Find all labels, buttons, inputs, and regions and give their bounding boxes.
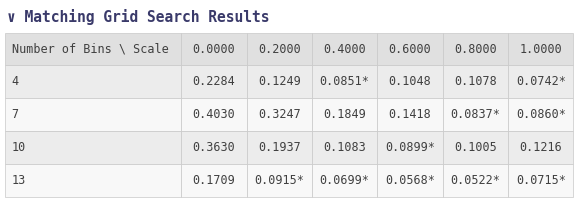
Bar	[443, 32, 508, 65]
Text: 10: 10	[12, 141, 26, 154]
Text: ∨ Matching Grid Search Results: ∨ Matching Grid Search Results	[7, 9, 269, 25]
Text: 0.1083: 0.1083	[323, 141, 366, 154]
Bar	[5, 32, 181, 65]
Bar	[5, 99, 181, 131]
Text: 4: 4	[12, 75, 18, 89]
Bar	[247, 65, 312, 99]
Bar	[508, 131, 573, 164]
Text: 0.0915*: 0.0915*	[254, 174, 304, 187]
Text: 0.1849: 0.1849	[323, 108, 366, 121]
Text: 0.3247: 0.3247	[258, 108, 301, 121]
Text: 0.6000: 0.6000	[388, 43, 431, 56]
Text: 0.1078: 0.1078	[454, 75, 497, 89]
Text: 0.1249: 0.1249	[258, 75, 301, 89]
Text: 0.0899*: 0.0899*	[385, 141, 435, 154]
Bar	[247, 131, 312, 164]
Text: 0.1005: 0.1005	[454, 141, 497, 154]
Text: 0.1937: 0.1937	[258, 141, 301, 154]
Bar	[181, 65, 247, 99]
Bar	[508, 65, 573, 99]
Text: 0.4000: 0.4000	[323, 43, 366, 56]
Bar	[181, 164, 247, 197]
Bar	[508, 99, 573, 131]
Text: 0.0837*: 0.0837*	[450, 108, 501, 121]
Text: 1.0000: 1.0000	[519, 43, 562, 56]
Text: 0.0699*: 0.0699*	[320, 174, 369, 187]
Text: 7: 7	[12, 108, 18, 121]
Bar	[377, 32, 443, 65]
Bar	[377, 164, 443, 197]
Bar	[5, 65, 181, 99]
Bar	[312, 131, 377, 164]
Bar	[247, 99, 312, 131]
Bar	[312, 65, 377, 99]
Bar	[5, 164, 181, 197]
Text: Number of Bins \ Scale: Number of Bins \ Scale	[12, 43, 168, 56]
Text: 0.0715*: 0.0715*	[516, 174, 566, 187]
Text: 0.3630: 0.3630	[192, 141, 235, 154]
Text: 0.0522*: 0.0522*	[450, 174, 501, 187]
Text: 0.0851*: 0.0851*	[320, 75, 369, 89]
Text: 0.1216: 0.1216	[519, 141, 562, 154]
Text: 0.2284: 0.2284	[192, 75, 235, 89]
Bar	[508, 164, 573, 197]
Text: 0.1418: 0.1418	[388, 108, 431, 121]
Text: 0.8000: 0.8000	[454, 43, 497, 56]
Text: 13: 13	[12, 174, 26, 187]
Text: 0.1048: 0.1048	[388, 75, 431, 89]
Bar	[247, 32, 312, 65]
Bar	[312, 164, 377, 197]
Bar	[181, 32, 247, 65]
Bar	[5, 131, 181, 164]
Bar	[377, 131, 443, 164]
Text: 0.0568*: 0.0568*	[385, 174, 435, 187]
Bar	[443, 164, 508, 197]
Text: 0.4030: 0.4030	[192, 108, 235, 121]
Bar	[377, 99, 443, 131]
Bar	[181, 131, 247, 164]
Text: 0.0860*: 0.0860*	[516, 108, 566, 121]
Bar	[312, 99, 377, 131]
Bar	[443, 131, 508, 164]
Bar	[247, 164, 312, 197]
Bar	[443, 65, 508, 99]
Bar	[443, 99, 508, 131]
Bar	[377, 65, 443, 99]
Bar	[181, 99, 247, 131]
Text: 0.2000: 0.2000	[258, 43, 301, 56]
Text: 0.1709: 0.1709	[192, 174, 235, 187]
Text: 0.0000: 0.0000	[192, 43, 235, 56]
Bar	[508, 32, 573, 65]
Bar	[312, 32, 377, 65]
Text: 0.0742*: 0.0742*	[516, 75, 566, 89]
